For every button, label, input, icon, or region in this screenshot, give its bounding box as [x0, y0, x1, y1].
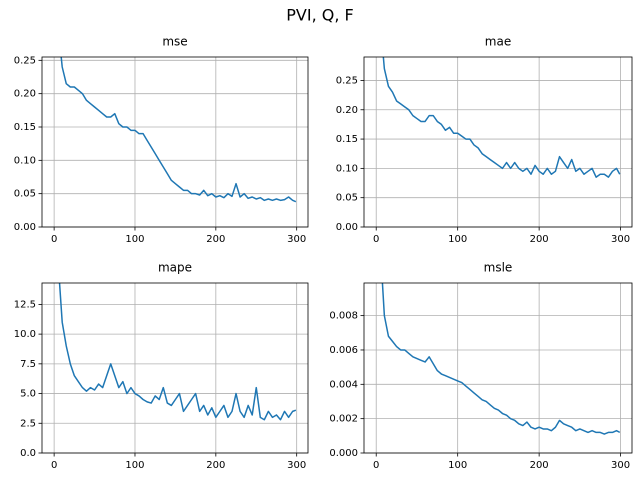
x-tick-label: 100	[125, 234, 144, 245]
y-tick-label: 0.10	[336, 163, 358, 174]
y-tick-label: 0.00	[14, 222, 36, 233]
subplot-title: mse	[162, 35, 187, 49]
line	[60, 57, 297, 203]
subplot: 0 100 200 300 0.000 0.002 0.004 0.006 0.008 msle	[329, 261, 633, 471]
x-tick-label: 0	[373, 234, 379, 245]
x-tick-label: 100	[125, 460, 144, 471]
line	[382, 57, 621, 178]
axes-frame	[41, 282, 309, 454]
x-tick-label: 200	[530, 460, 549, 471]
y-tick-label: 0.15	[336, 134, 358, 145]
x-tick-label: 200	[530, 234, 549, 245]
axes-frame	[41, 56, 309, 228]
y-tick-label: 10.0	[14, 329, 36, 340]
y-tick-label: 0.25	[336, 75, 358, 86]
subplot-title: mape	[158, 261, 192, 275]
y-tick-label: 0.002	[329, 414, 358, 425]
y-tick-label: 12.5	[14, 299, 36, 310]
line	[381, 283, 621, 435]
y-tick-label: 0.05	[336, 193, 358, 204]
x-tick-label: 100	[448, 234, 467, 245]
x-tick-label: 200	[206, 460, 225, 471]
y-tick-label: 7.5	[20, 359, 36, 370]
subplot-title: msle	[484, 261, 513, 275]
x-tick-label: 0	[51, 234, 57, 245]
y-tick-label: 2.5	[20, 418, 36, 429]
axes-frame	[363, 56, 633, 228]
x-tick-label: 300	[611, 234, 630, 245]
subplot: 0 100 200 300 0.0 2.5 5.0 7.5 10.0 12.5 mape	[14, 261, 309, 471]
y-tick-label: 0.004	[329, 379, 358, 390]
subplot-title: mae	[485, 35, 511, 49]
x-tick-label: 300	[611, 460, 630, 471]
y-tick-label: 0.15	[14, 122, 36, 133]
line	[58, 283, 297, 421]
y-tick-label: 5.0	[20, 389, 36, 400]
x-tick-label: 0	[51, 460, 57, 471]
plot-area	[60, 57, 297, 203]
x-tick-label: 100	[448, 460, 467, 471]
y-tick-label: 0.05	[14, 189, 36, 200]
y-tick-label: 0.00	[336, 222, 358, 233]
subplot: 0 100 200 300 0.00 0.05 0.10 0.15 0.20 0.25 mae	[336, 35, 633, 245]
subplot: 0 100 200 300 0.00 0.05 0.10 0.15 0.20 0.25 mse	[14, 35, 309, 245]
plot-area	[381, 283, 621, 435]
plot-area	[58, 283, 297, 421]
y-tick-label: 0.006	[329, 345, 358, 356]
y-tick-label: 0.25	[14, 55, 36, 66]
axes-frame	[363, 282, 633, 454]
y-tick-label: 0.10	[14, 155, 36, 166]
y-tick-label: 0.20	[14, 89, 36, 100]
x-tick-label: 200	[206, 234, 225, 245]
y-tick-label: 0.000	[329, 448, 358, 459]
plot-area	[382, 57, 621, 178]
x-tick-label: 0	[373, 460, 379, 471]
y-tick-label: 0.008	[329, 311, 358, 322]
y-tick-label: 0.0	[20, 448, 36, 459]
x-tick-label: 300	[287, 460, 306, 471]
figure-title: PVI, Q, F	[286, 6, 353, 25]
y-tick-label: 0.20	[336, 105, 358, 116]
x-tick-label: 300	[287, 234, 306, 245]
